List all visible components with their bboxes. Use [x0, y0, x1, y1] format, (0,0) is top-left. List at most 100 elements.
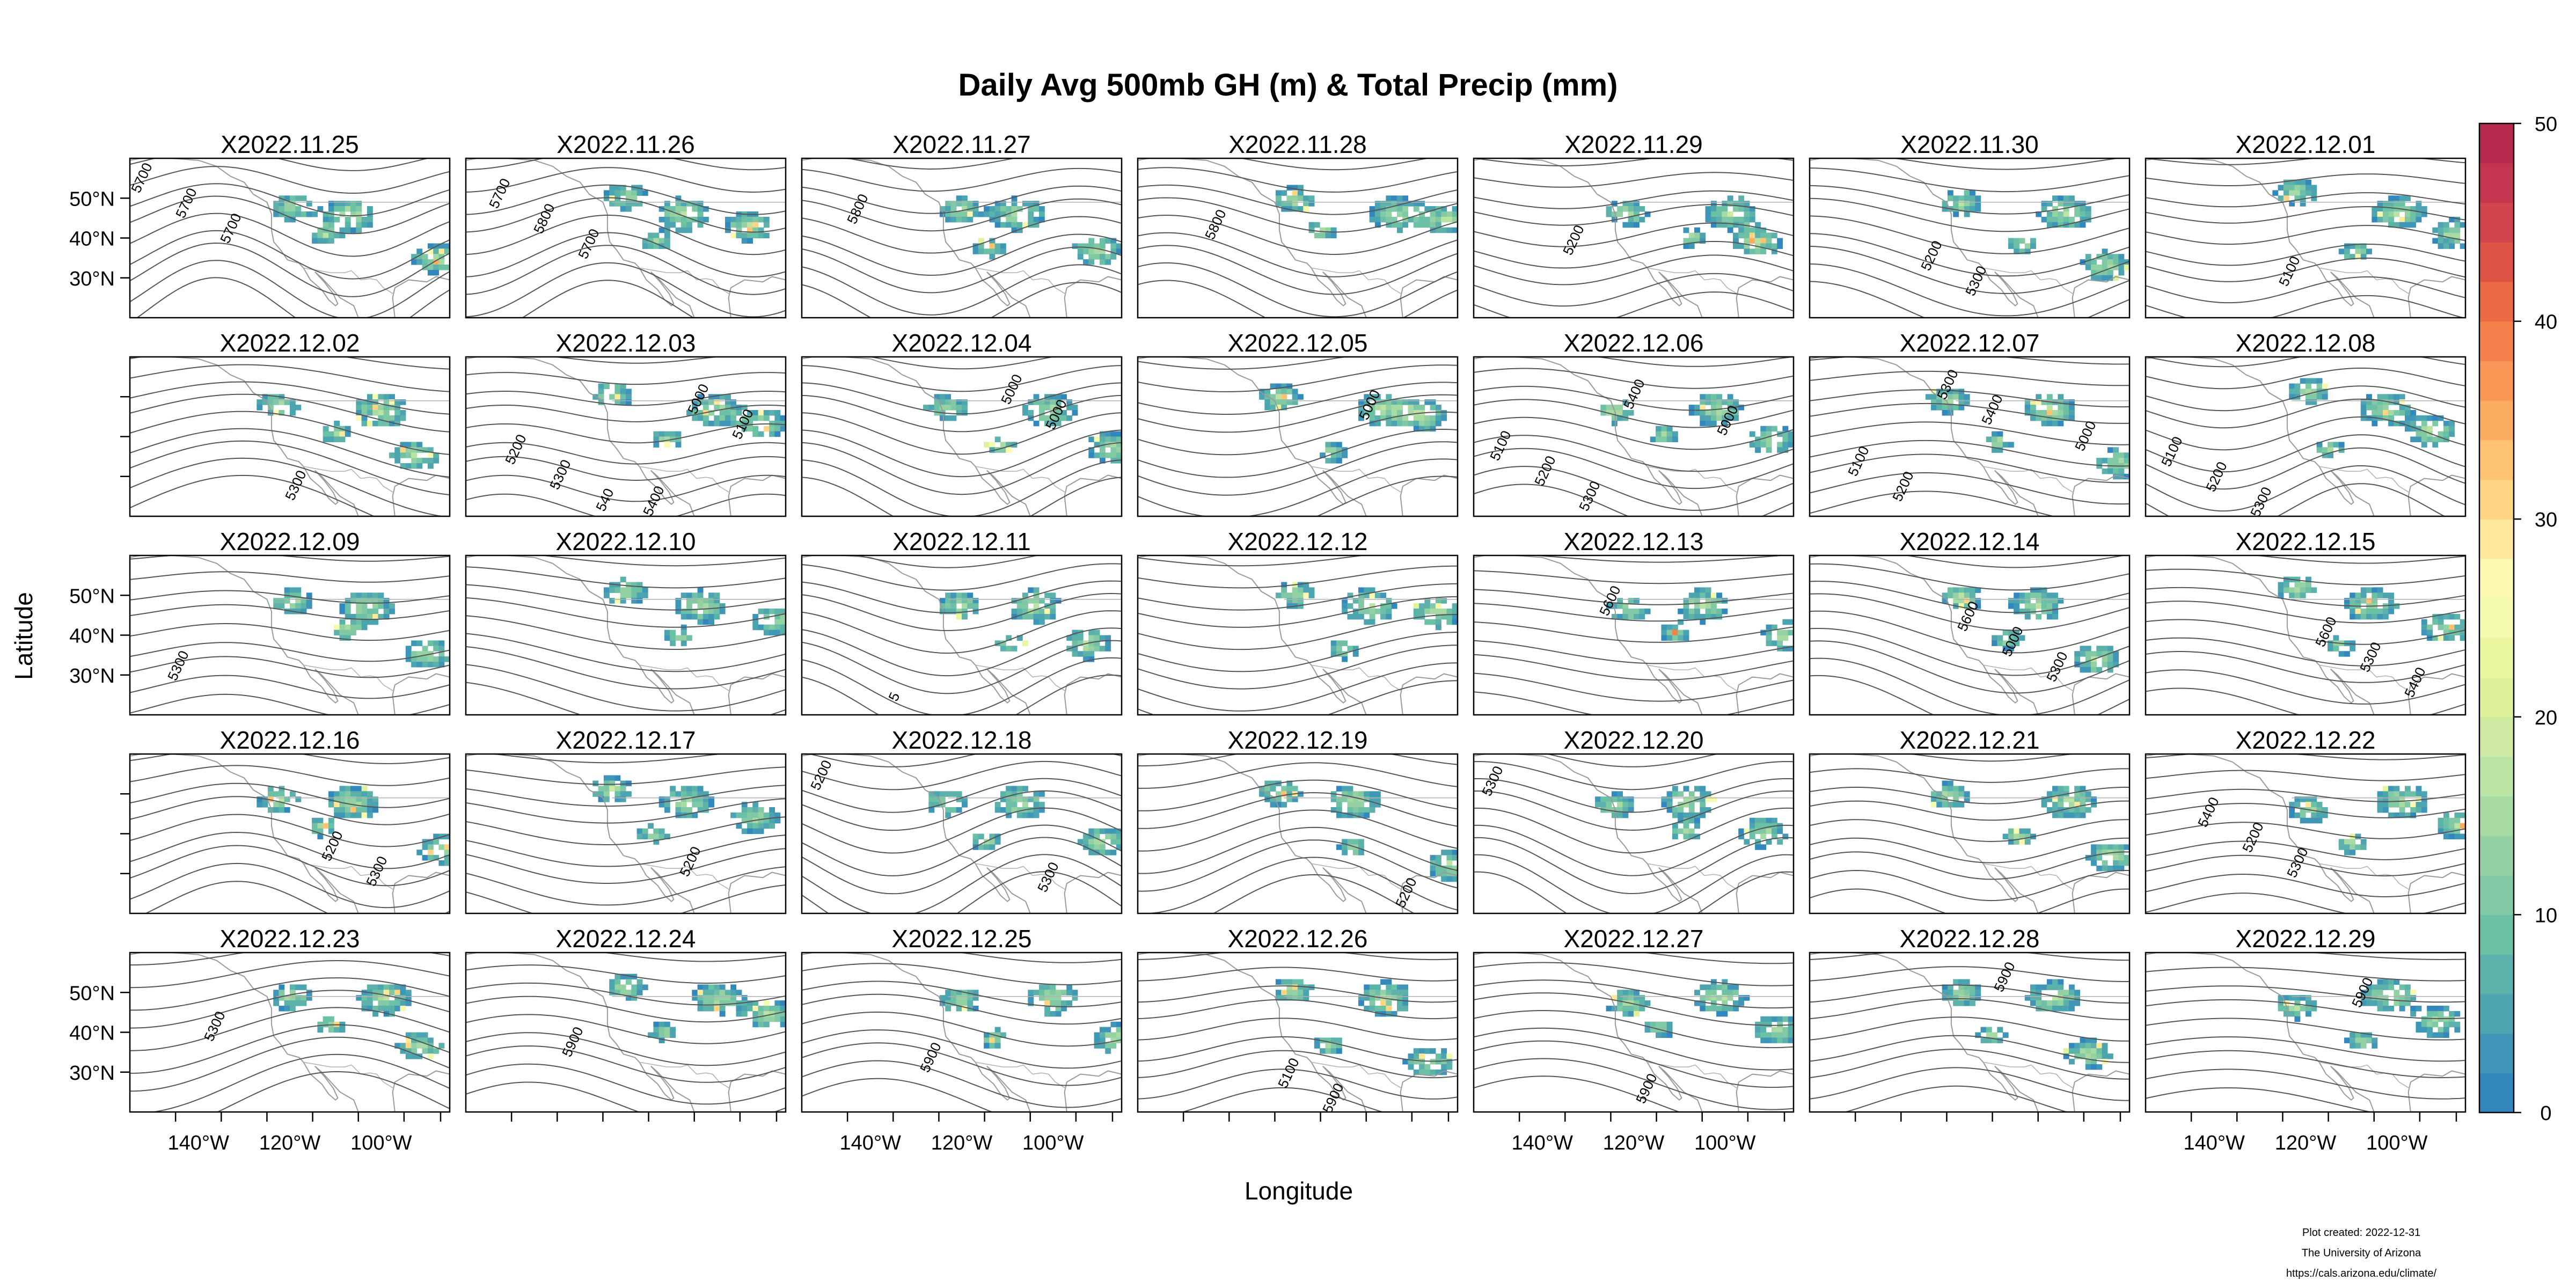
precip-cell: [2278, 995, 2284, 1001]
mexico-border: [639, 1062, 730, 1089]
precip-cell: [2377, 216, 2383, 223]
precip-cell: [1661, 426, 1667, 432]
precip-cell: [2416, 786, 2422, 792]
precip-cell: [389, 420, 395, 427]
precip-cell: [1992, 635, 1997, 641]
precip-cell: [1749, 248, 1755, 254]
precip-cell: [2058, 786, 2064, 792]
precip-cell: [741, 1011, 748, 1017]
precip-cell: [1771, 426, 1777, 432]
precip-cell: [1397, 399, 1403, 405]
precip-cell: [2460, 635, 2465, 641]
map-panel-X2022.12.12: X2022.12.12: [1137, 528, 1459, 716]
height-contour: [136, 277, 450, 318]
precip-cell: [989, 447, 996, 453]
precip-cell: [334, 812, 340, 818]
precip-cell: [367, 394, 373, 400]
precip-cell: [1688, 812, 1695, 818]
precip-cell: [2360, 592, 2367, 598]
height-contour: [466, 245, 786, 295]
precip-cell: [1094, 635, 1100, 641]
precip-cell: [2443, 833, 2449, 839]
precip-cell: [1947, 410, 1953, 416]
precip-cell: [416, 1037, 423, 1043]
precip-cell: [2399, 394, 2405, 400]
precip-cell: [1061, 1000, 1067, 1006]
precip-cell: [2014, 630, 2020, 636]
precip-cell: [2118, 265, 2125, 270]
precip-cell: [2107, 646, 2113, 652]
height-contour: [489, 754, 724, 764]
gulf-coastline: [728, 673, 786, 715]
precip-cell: [730, 415, 737, 421]
precip-cell: [741, 828, 748, 835]
precip-cell: [2382, 1000, 2389, 1006]
precip-cell: [367, 609, 373, 614]
precip-cell: [422, 447, 428, 453]
height-contour: [1138, 197, 1458, 233]
precip-cell: [2069, 1000, 2075, 1006]
precip-cell: [1766, 232, 1772, 239]
height-contour: [1810, 984, 2129, 1004]
precip-cell: [1435, 603, 1441, 609]
precip-cell: [301, 211, 307, 217]
precip-cell: [2399, 222, 2405, 228]
precip-cell: [1760, 238, 1767, 244]
precip-cell: [2454, 624, 2461, 631]
precip-cell: [1038, 399, 1045, 405]
precip-cell: [1369, 410, 1375, 416]
precip-cell: [1424, 415, 1431, 421]
precip-cell: [1622, 812, 1629, 818]
precip-cell: [2449, 817, 2455, 824]
precip-cell: [1347, 603, 1353, 609]
precip-cell: [1116, 447, 1122, 453]
precip-cell: [1430, 1048, 1436, 1054]
precip-cell: [2102, 1043, 2108, 1049]
precip-cell: [405, 995, 412, 1001]
precip-cell: [1308, 201, 1315, 207]
precip-cell: [1028, 995, 1034, 1001]
precip-cell: [1033, 394, 1040, 400]
height-contour: [130, 230, 450, 280]
precip-cell: [636, 828, 643, 835]
precip-cell: [1964, 984, 1970, 990]
precip-cell: [2063, 812, 2069, 818]
precip-cell: [1099, 452, 1106, 458]
precip-cell: [2024, 248, 2031, 254]
precip-cell: [2382, 979, 2389, 985]
precip-cell: [1683, 802, 1689, 808]
coastline: [1474, 754, 1703, 913]
precip-cell: [939, 1000, 946, 1006]
precip-cell: [1397, 195, 1403, 201]
precip-cell: [1777, 635, 1783, 641]
precip-cell: [2454, 812, 2461, 818]
precip-cell: [653, 442, 660, 448]
precip-cell: [2074, 807, 2081, 813]
precip-cell: [741, 238, 748, 244]
precip-cell: [2058, 211, 2064, 217]
precip-cell: [2300, 587, 2306, 593]
precip-cell: [2311, 185, 2317, 191]
precip-cell: [1435, 860, 1441, 866]
height-contour: [130, 1036, 450, 1092]
precip-cell: [1722, 984, 1728, 990]
height-contour: [466, 1014, 786, 1044]
precip-cell: [1402, 995, 1409, 1001]
precip-cell: [1617, 410, 1623, 416]
precip-cell: [2085, 1037, 2091, 1043]
height-contour: [854, 555, 1040, 568]
precip-cell: [758, 1016, 764, 1022]
precip-cell: [1336, 786, 1342, 792]
height-contour: [1810, 233, 2129, 277]
precip-cell: [2360, 598, 2367, 604]
precip-cell: [405, 1043, 412, 1049]
precip-cell: [1352, 807, 1359, 813]
precip-cell: [1441, 613, 1447, 620]
precip-cell: [626, 195, 632, 201]
precip-cell: [279, 984, 285, 990]
precip-cell: [1755, 227, 1761, 233]
precip-cell: [1634, 1011, 1640, 1017]
precip-cell: [680, 791, 687, 797]
precip-cell: [1358, 405, 1364, 411]
